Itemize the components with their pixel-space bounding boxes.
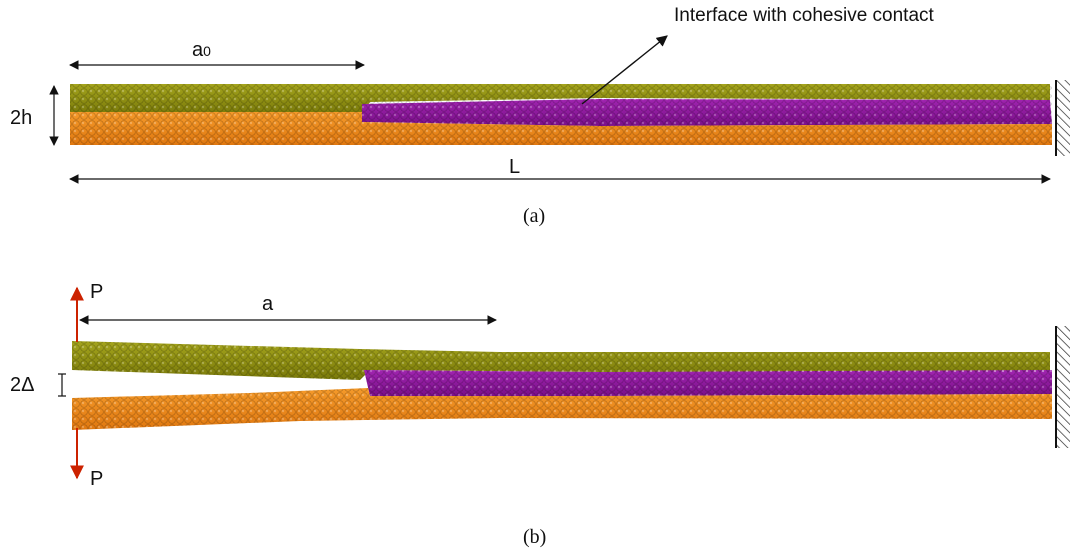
panel-a-beam bbox=[70, 84, 1052, 145]
panel-a bbox=[49, 35, 1070, 184]
panel-b-crack-length-label: a bbox=[262, 293, 274, 315]
panel-a-length-label: L bbox=[509, 156, 521, 178]
panel-a-clamp-wall bbox=[1055, 80, 1070, 156]
panel-a-caption: (a) bbox=[523, 205, 546, 227]
panel-a-crack-length-label: a0 bbox=[192, 40, 211, 60]
panel-a-crack-length-subscript: 0 bbox=[203, 43, 211, 59]
panel-b-load-label-top: P bbox=[90, 281, 104, 303]
panel-a-thickness-label: 2h bbox=[10, 107, 33, 129]
panel-a-crack-length-symbol: a bbox=[192, 39, 204, 61]
panel-b-opening-label: 2Δ bbox=[10, 374, 35, 396]
panel-a-annotation-leader bbox=[581, 35, 668, 105]
panel-b-load-label-bottom: P bbox=[90, 468, 104, 490]
panel-a-interface-annotation: Interface with cohesive contact bbox=[674, 5, 934, 26]
panel-b-beam bbox=[72, 341, 1052, 430]
panel-b-opening-dimension bbox=[58, 373, 66, 397]
panel-b bbox=[58, 286, 1070, 480]
panel-b-clamp-wall bbox=[1055, 326, 1070, 448]
panel-b-caption: (b) bbox=[523, 526, 547, 548]
